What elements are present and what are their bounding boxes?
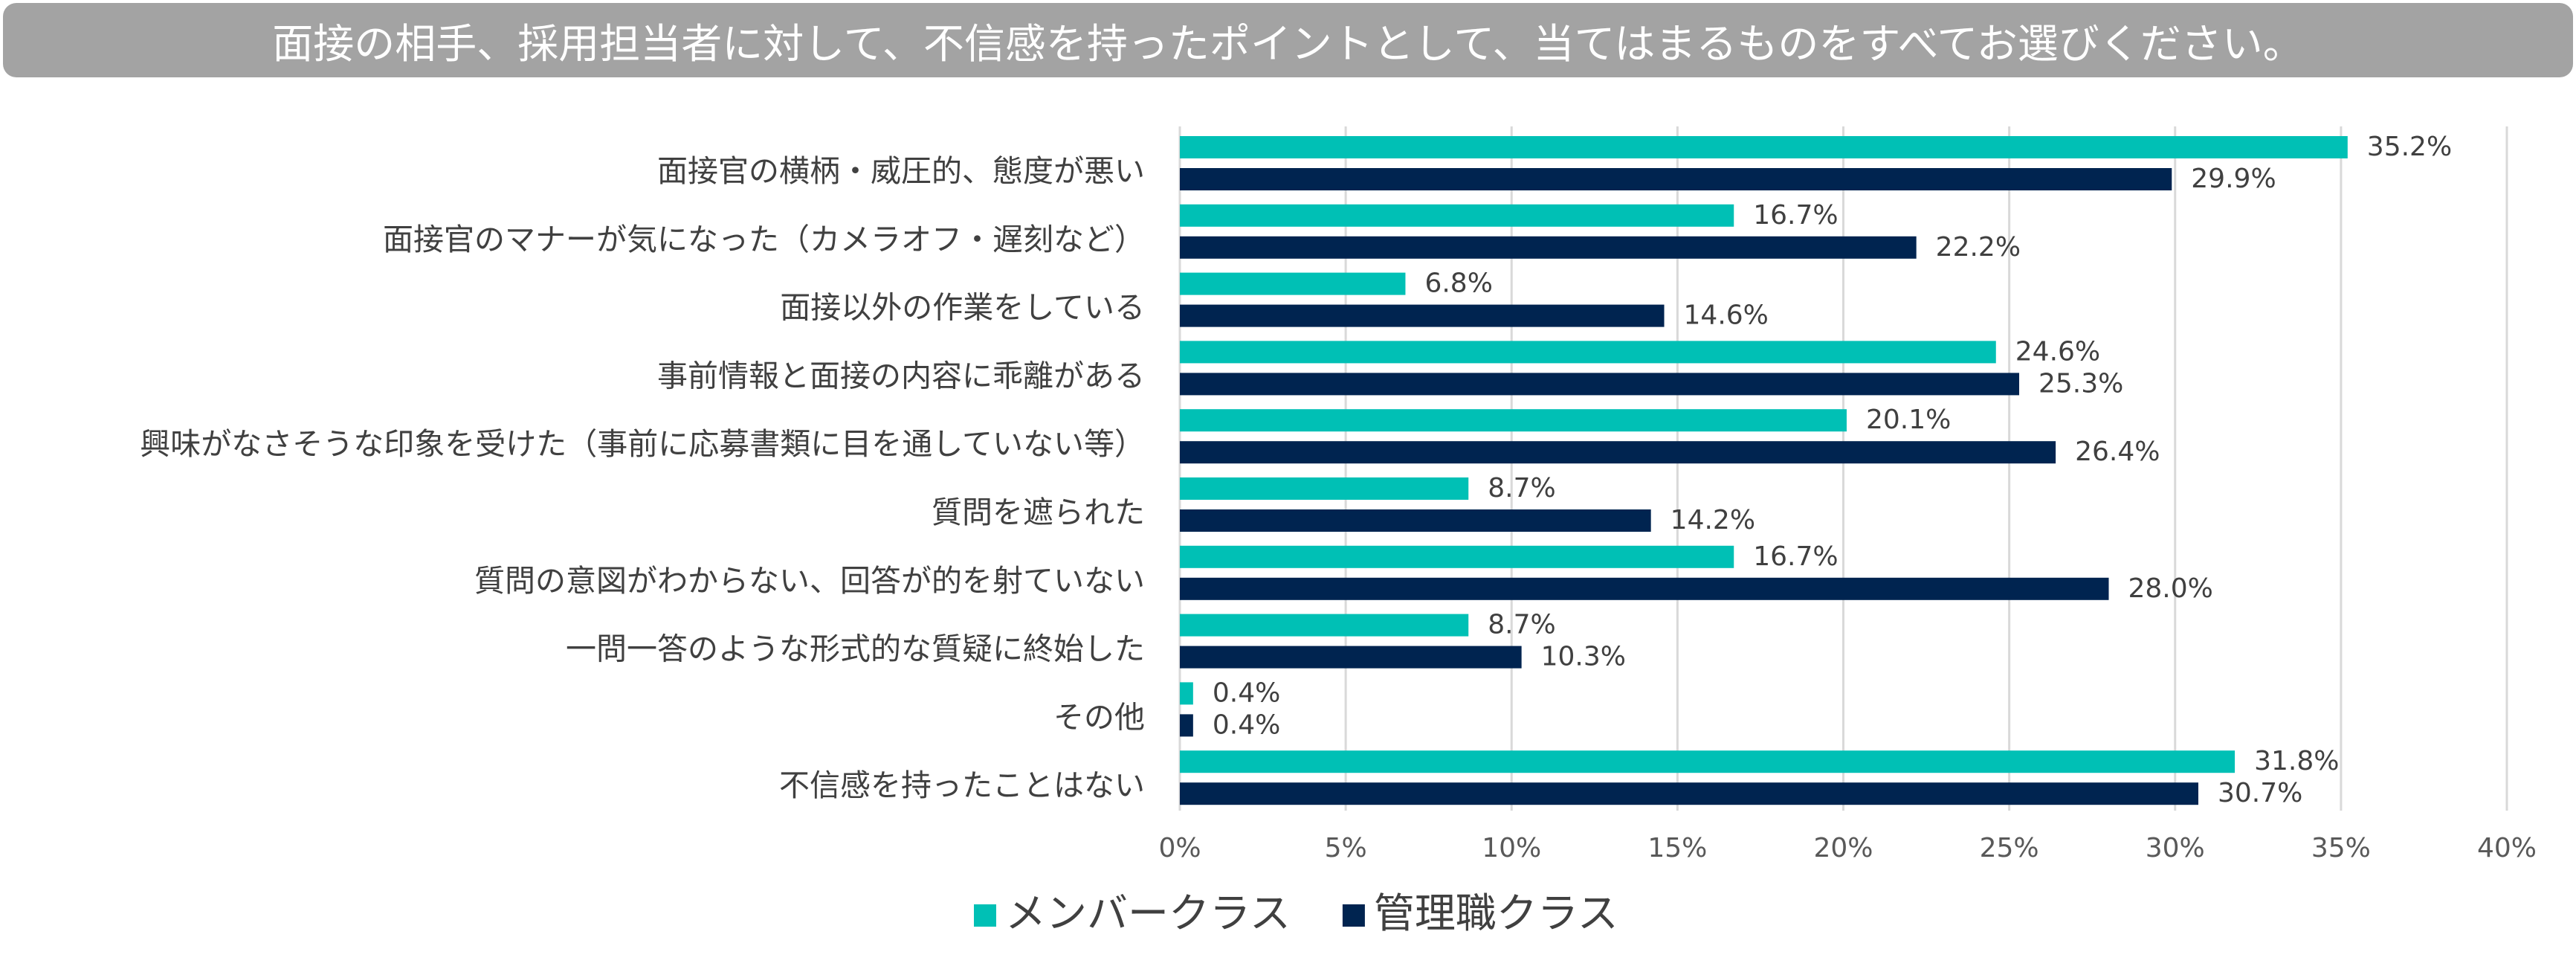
data-label: 25.3% [2038, 368, 2123, 399]
data-label: 16.7% [1753, 200, 1838, 231]
bar [1180, 545, 1734, 568]
data-label: 0.4% [1213, 678, 1280, 708]
bar [1180, 614, 1469, 637]
category-label: 興味がなさそうな印象を受けた（事前に応募書類に目を通していない等） [140, 426, 1145, 462]
title-banner: 面接の相手、採用担当者に対して、不信感を持ったポイントとして、当てはまるものをす… [3, 3, 2573, 77]
bar [1180, 682, 1193, 705]
data-label: 24.6% [2015, 336, 2100, 367]
data-label: 16.7% [1753, 541, 1838, 572]
data-label: 8.7% [1488, 610, 1555, 640]
legend-swatch [974, 904, 996, 927]
x-tick-label: 0% [1158, 833, 1201, 863]
data-label: 26.4% [2075, 437, 2160, 467]
category-label: 面接以外の作業をしている [780, 290, 1145, 326]
bar [1180, 441, 2056, 464]
bar [1180, 373, 2020, 396]
bar [1180, 509, 1651, 532]
data-label: 30.7% [2218, 778, 2302, 808]
x-tick-label: 5% [1325, 833, 1367, 863]
bar [1180, 409, 1847, 432]
data-label: 14.6% [1684, 300, 1769, 331]
category-label: 不信感を持ったことはない [779, 768, 1145, 803]
bar [1180, 646, 1522, 669]
bar [1180, 136, 2348, 158]
data-label: 6.8% [1424, 268, 1492, 299]
data-label: 29.9% [2191, 164, 2276, 194]
data-label: 14.2% [1670, 505, 1755, 535]
bar [1180, 272, 1406, 295]
legend-label: 管理職クラス [1374, 889, 1618, 937]
category-label: 一問一答のような形式的な質疑に終始した [566, 631, 1145, 667]
x-tick-label: 20% [1813, 833, 1873, 863]
data-label: 10.3% [1541, 642, 1626, 672]
bar [1180, 304, 1665, 327]
data-label: 20.1% [1866, 405, 1951, 435]
bar [1180, 341, 1996, 364]
bar [1180, 714, 1193, 737]
category-label: 事前情報と面接の内容に乖離がある [657, 358, 1145, 393]
category-label: 質問を遮られた [932, 495, 1145, 530]
legend-label: メンバークラス [1005, 889, 1291, 937]
data-label: 35.2% [2367, 132, 2452, 162]
bar [1180, 204, 1734, 227]
data-label: 22.2% [1936, 232, 2021, 263]
category-label: 面接官の横柄・威圧的、態度が悪い [657, 153, 1145, 189]
x-tick-label: 15% [1647, 833, 1707, 863]
x-tick-label: 30% [2146, 833, 2205, 863]
legend-swatch [1342, 904, 1365, 927]
category-label: 質問の意図がわからない、回答が的を射ていない [474, 563, 1145, 599]
data-label: 28.0% [2128, 573, 2213, 604]
data-label: 31.8% [2254, 746, 2339, 776]
category-label: 面接官のマナーが気になった（カメラオフ・遅刻など） [383, 222, 1145, 257]
bar [1180, 236, 1917, 259]
x-tick-label: 10% [1482, 833, 1541, 863]
chart-title: 面接の相手、採用担当者に対して、不信感を持ったポイントとして、当てはまるものをす… [272, 20, 2304, 68]
category-label: その他 [1053, 699, 1145, 735]
x-tick-label: 35% [2311, 833, 2371, 863]
bar [1180, 477, 1469, 500]
data-label: 8.7% [1488, 473, 1555, 503]
bar [1180, 577, 2109, 600]
bar [1180, 782, 2198, 805]
bar [1180, 168, 2172, 190]
x-tick-label: 40% [2477, 833, 2537, 863]
x-tick-label: 25% [1980, 833, 2039, 863]
data-label: 0.4% [1213, 709, 1280, 740]
bar [1180, 750, 2236, 773]
